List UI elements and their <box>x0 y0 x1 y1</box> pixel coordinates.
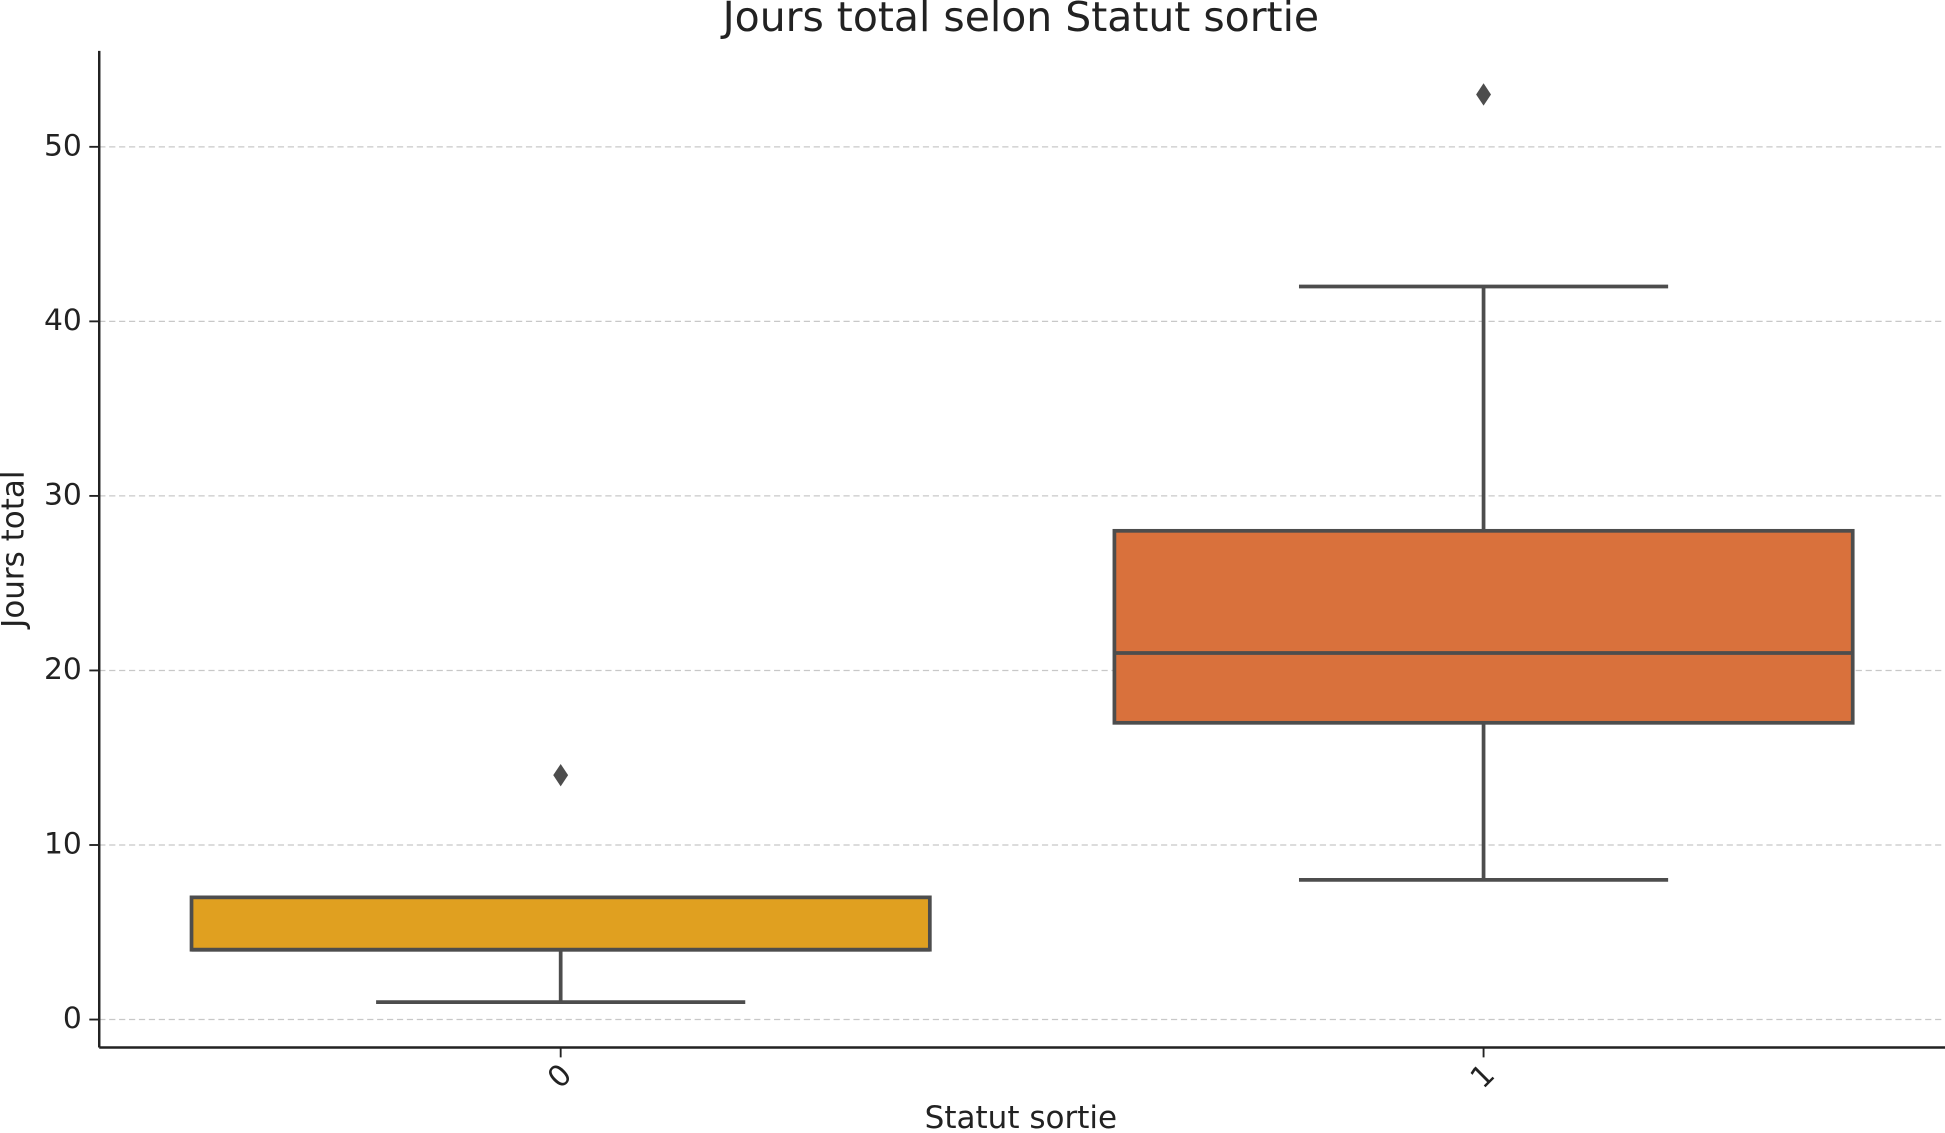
outlier <box>1476 83 1492 106</box>
box <box>1112 528 1855 725</box>
y-tick-label: 0 <box>63 1001 82 1036</box>
chart-title: Jours total selon Statut sortie <box>720 0 1319 41</box>
box <box>189 895 932 952</box>
y-tick-label: 50 <box>44 128 82 163</box>
outlier <box>553 764 569 787</box>
y-axis-label: Jours total <box>0 470 31 629</box>
y-tick-label: 20 <box>44 652 82 687</box>
y-tick-label: 40 <box>44 303 82 338</box>
y-tick-label: 30 <box>44 477 82 512</box>
x-tick-label: 1 <box>1464 1057 1502 1095</box>
y-tick-label: 10 <box>44 827 82 862</box>
x-axis-label: Statut sortie <box>925 1100 1117 1133</box>
x-tick-label: 0 <box>541 1057 579 1095</box>
